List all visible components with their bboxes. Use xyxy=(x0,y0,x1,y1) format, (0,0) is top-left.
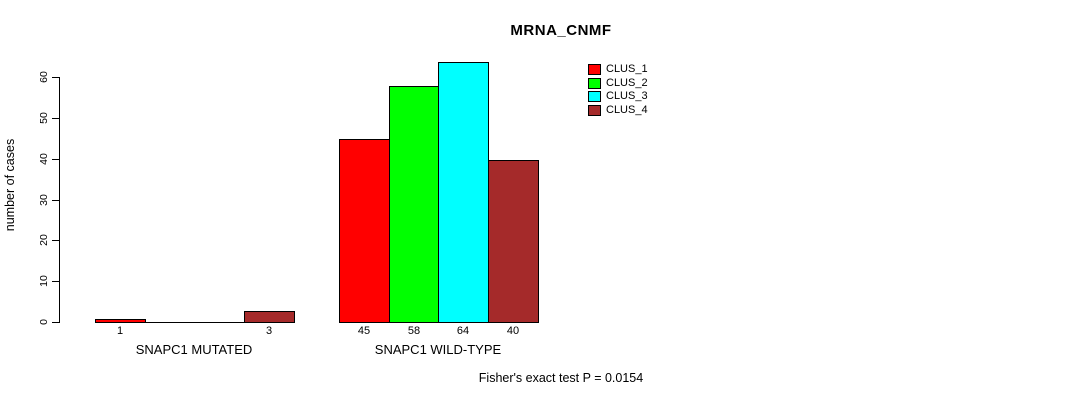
legend: CLUS_1 CLUS_2 CLUS_3 CLUS_4 xyxy=(588,63,648,117)
y-tick-label: 0 xyxy=(38,319,50,325)
y-axis-tick xyxy=(52,199,59,201)
y-axis-tick xyxy=(52,240,59,242)
bar-value-label: 1 xyxy=(116,325,124,337)
legend-swatch-icon xyxy=(588,77,601,89)
fisher-test-annotation: Fisher's exact test P = 0.0154 xyxy=(478,371,644,385)
y-axis-tick xyxy=(52,158,59,160)
bar-zero-baseline xyxy=(145,322,196,323)
legend-label: CLUS_4 xyxy=(606,103,648,116)
bar-clus_3 xyxy=(438,62,489,323)
bar-clus_1 xyxy=(95,319,146,323)
y-tick-label: 50 xyxy=(38,111,50,124)
bar-clus_4 xyxy=(244,311,295,323)
x-group-label: SNAPC1 WILD-TYPE xyxy=(374,342,502,357)
y-tick-label: 20 xyxy=(38,234,50,247)
bar-value-label: 64 xyxy=(456,325,470,337)
chart-title: MRNA_CNMF xyxy=(510,22,612,39)
bar-value-label: 40 xyxy=(506,325,520,337)
y-tick-label: 10 xyxy=(38,275,50,287)
legend-swatch-icon xyxy=(588,91,601,103)
bar-value-label: 3 xyxy=(265,325,273,337)
legend-label: CLUS_2 xyxy=(606,76,648,89)
bar-value-label: 45 xyxy=(357,325,371,337)
legend-entry: CLUS_3 xyxy=(588,90,648,104)
y-axis-tick xyxy=(52,281,59,283)
y-tick-label: 40 xyxy=(38,152,50,165)
legend-entry: CLUS_1 xyxy=(588,63,648,77)
legend-swatch-icon xyxy=(588,104,601,116)
y-axis-tick xyxy=(52,322,59,323)
bar-value-label: 58 xyxy=(407,325,421,337)
bar-clus_4 xyxy=(488,160,539,323)
bar-zero-baseline xyxy=(194,322,245,323)
y-axis-tick xyxy=(52,77,59,78)
bar-clus_2 xyxy=(389,86,440,323)
legend-label: CLUS_3 xyxy=(606,90,648,103)
y-tick-label: 60 xyxy=(38,71,50,83)
y-axis-tick xyxy=(52,117,59,119)
legend-label: CLUS_1 xyxy=(606,63,648,76)
y-axis-label: number of cases xyxy=(3,138,17,232)
legend-entry: CLUS_2 xyxy=(588,77,648,91)
y-axis-line xyxy=(59,77,60,323)
y-tick-label: 30 xyxy=(38,193,50,206)
legend-swatch-icon xyxy=(588,64,601,76)
bar-clus_1 xyxy=(339,139,390,323)
x-group-label: SNAPC1 MUTATED xyxy=(135,342,253,357)
legend-entry: CLUS_4 xyxy=(588,104,648,118)
